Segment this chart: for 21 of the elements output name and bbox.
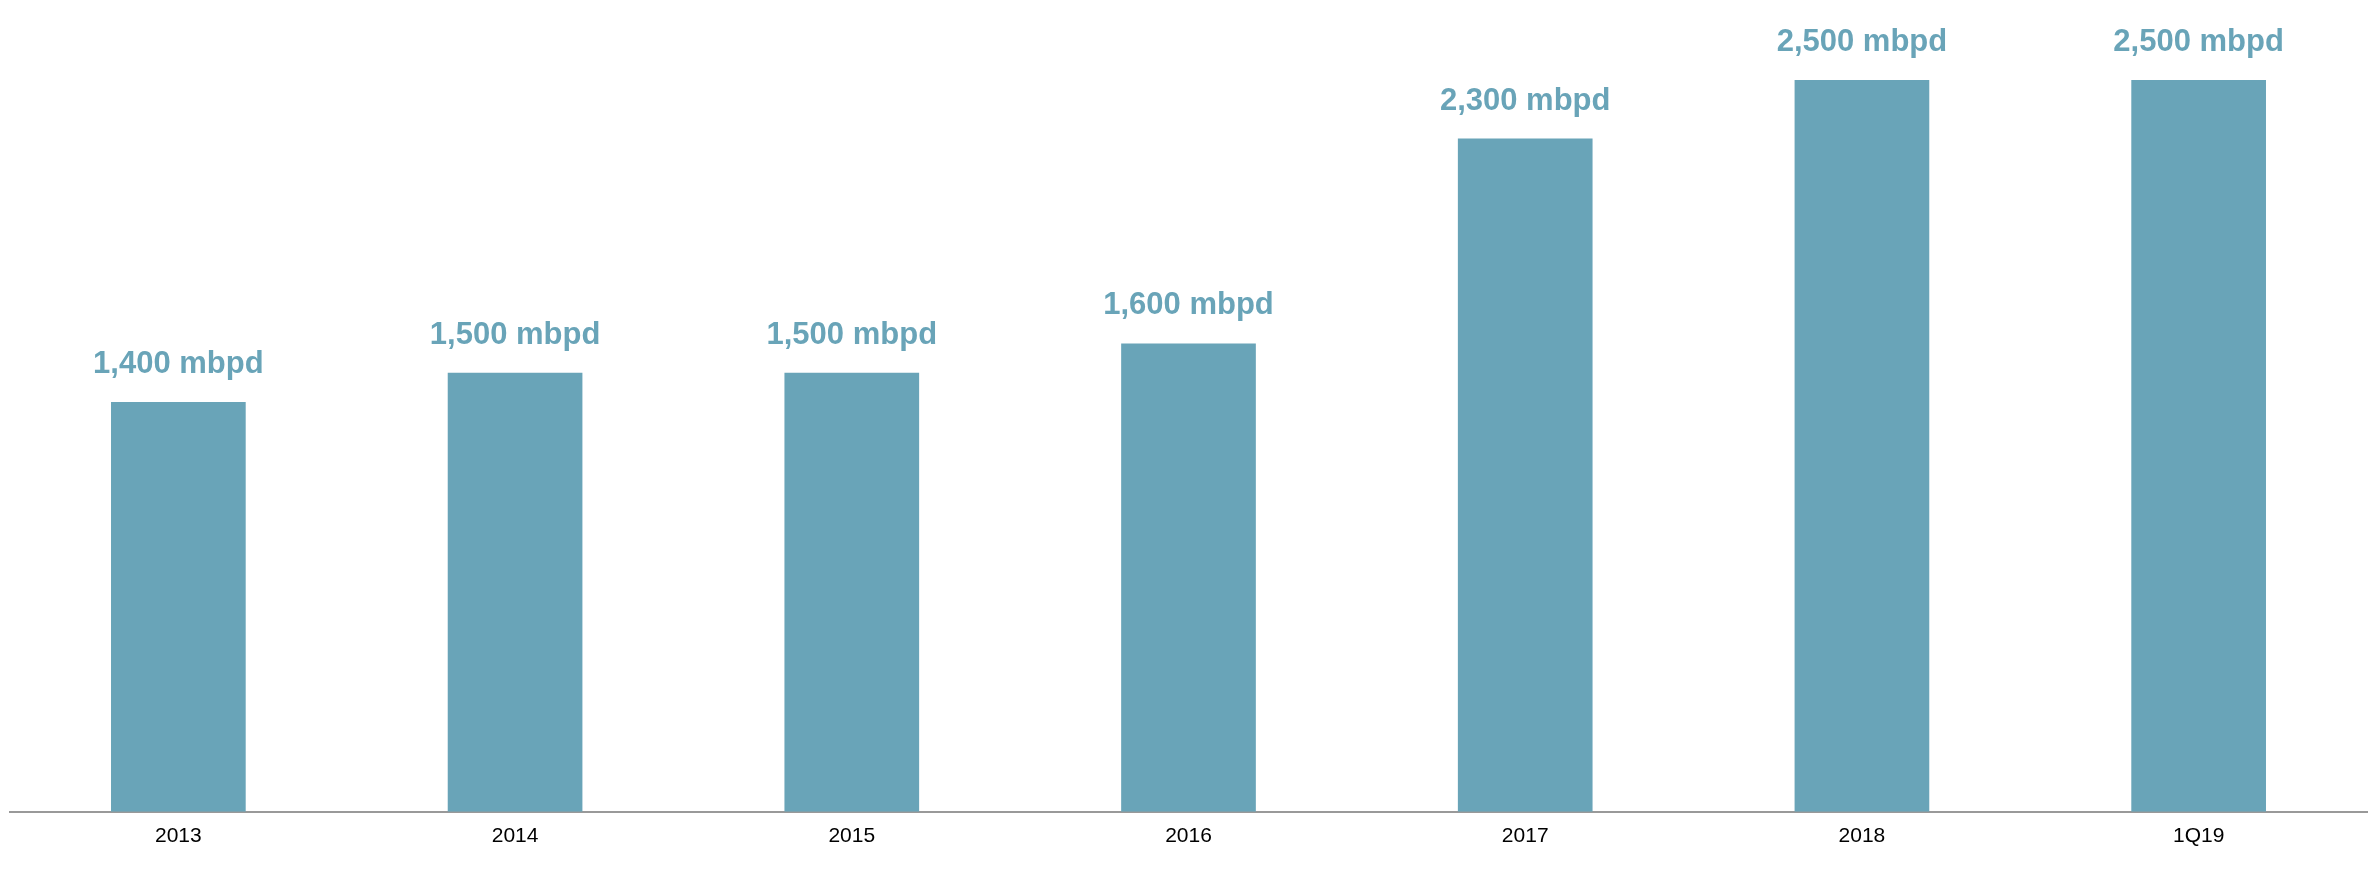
data-label: 1,500 mbpd [429, 315, 601, 351]
data-label: 1,600 mbpd [1103, 286, 1274, 322]
bar [1121, 343, 1256, 812]
bar [1457, 138, 1593, 812]
bar [2131, 80, 2266, 812]
bar [447, 372, 583, 812]
x-tick-label: 2013 [155, 823, 202, 847]
x-tick-label: 2015 [828, 823, 876, 847]
bar [1794, 80, 1930, 812]
data-label: 2,300 mbpd [1439, 81, 1611, 117]
x-tick-label: 2017 [1501, 823, 1549, 847]
bar [784, 372, 920, 812]
data-label: 1,500 mbpd [766, 315, 938, 351]
x-tick-label: 2018 [1838, 823, 1886, 847]
bar [111, 401, 246, 812]
data-label: 2,500 mbpd [2113, 23, 2284, 59]
x-tick-label: 2016 [1165, 823, 1212, 847]
x-tick-label: 1Q19 [2172, 823, 2225, 847]
x-tick-label: 2014 [491, 823, 539, 847]
data-label: 1,400 mbpd [93, 345, 264, 381]
data-label: 2,500 mbpd [1776, 23, 1948, 59]
